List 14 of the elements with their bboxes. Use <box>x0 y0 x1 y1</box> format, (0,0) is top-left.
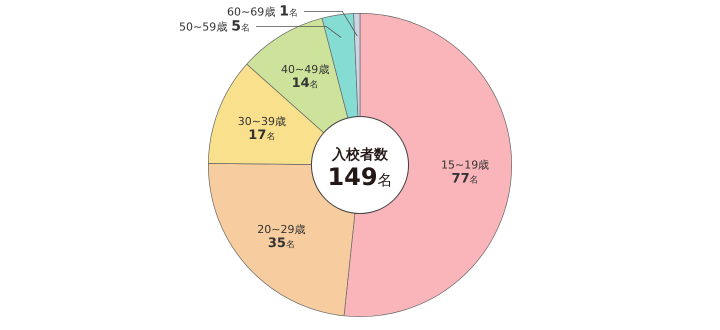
slice-label: 15~19歳 <box>440 158 490 172</box>
text: 入校者数 <box>331 147 389 163</box>
slice-label: 60~69歳 <box>227 5 276 18</box>
text: 149名 <box>327 163 393 191</box>
slice-label: 50~59歳 <box>179 20 228 34</box>
slice-label: 40~49歳 <box>281 63 330 76</box>
data-label: 5名 <box>231 18 250 34</box>
slice-label: 20~29歳 <box>257 222 306 236</box>
data-label: 14名 <box>292 76 319 92</box>
data-label: 1名 <box>279 3 298 20</box>
slice-label: 30~39歳 <box>238 115 286 128</box>
data-label: 35名 <box>268 236 295 251</box>
data-label: 17名 <box>248 128 276 144</box>
data-label: 77名 <box>452 172 479 187</box>
